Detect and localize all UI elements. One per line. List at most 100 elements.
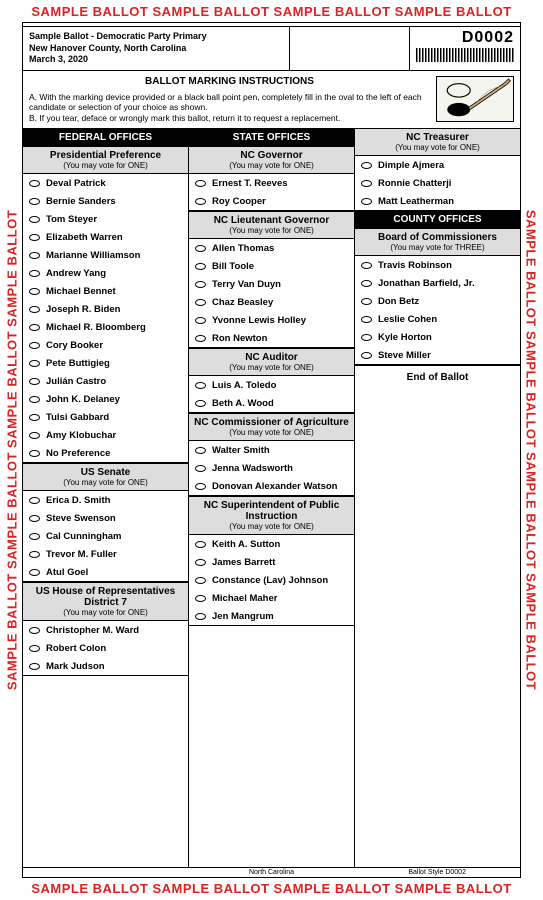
candidate-row[interactable]: Leslie Cohen [355, 310, 520, 328]
vote-oval[interactable] [29, 324, 40, 331]
candidate-row[interactable]: Terry Van Duyn [189, 275, 354, 293]
candidate-row[interactable]: Keith A. Sutton [189, 535, 354, 553]
vote-oval[interactable] [29, 515, 40, 522]
vote-oval[interactable] [195, 263, 206, 270]
vote-oval[interactable] [195, 559, 206, 566]
vote-oval[interactable] [361, 198, 372, 205]
candidate-row[interactable]: Michael Maher [189, 589, 354, 607]
candidate-row[interactable]: Amy Klobuchar [23, 426, 188, 444]
candidate-row[interactable]: Dimple Ajmera [355, 156, 520, 174]
vote-oval[interactable] [361, 352, 372, 359]
candidate-row[interactable]: Pete Buttigieg [23, 354, 188, 372]
candidate-row[interactable]: Bernie Sanders [23, 192, 188, 210]
vote-oval[interactable] [29, 396, 40, 403]
vote-oval[interactable] [195, 483, 206, 490]
vote-oval[interactable] [195, 465, 206, 472]
candidate-row[interactable]: Yvonne Lewis Holley [189, 311, 354, 329]
candidate-row[interactable]: Travis Robinson [355, 256, 520, 274]
candidate-row[interactable]: Cal Cunningham [23, 527, 188, 545]
vote-oval[interactable] [361, 298, 372, 305]
candidate-row[interactable]: Luis A. Toledo [189, 376, 354, 394]
candidate-row[interactable]: John K. Delaney [23, 390, 188, 408]
candidate-row[interactable]: Christopher M. Ward [23, 621, 188, 639]
vote-oval[interactable] [195, 577, 206, 584]
candidate-row[interactable]: Jenna Wadsworth [189, 459, 354, 477]
candidate-row[interactable]: Walter Smith [189, 441, 354, 459]
candidate-row[interactable]: Marianne Williamson [23, 246, 188, 264]
candidate-row[interactable]: Ron Newton [189, 329, 354, 347]
candidate-row[interactable]: Elizabeth Warren [23, 228, 188, 246]
vote-oval[interactable] [195, 400, 206, 407]
vote-oval[interactable] [29, 450, 40, 457]
candidate-row[interactable]: Erica D. Smith [23, 491, 188, 509]
vote-oval[interactable] [29, 342, 40, 349]
candidate-row[interactable]: No Preference [23, 444, 188, 462]
vote-oval[interactable] [29, 216, 40, 223]
candidate-row[interactable]: Constance (Lav) Johnson [189, 571, 354, 589]
vote-oval[interactable] [195, 595, 206, 602]
vote-oval[interactable] [29, 306, 40, 313]
candidate-row[interactable]: Jonathan Barfield, Jr. [355, 274, 520, 292]
vote-oval[interactable] [195, 335, 206, 342]
candidate-row[interactable]: Julián Castro [23, 372, 188, 390]
candidate-row[interactable]: Don Betz [355, 292, 520, 310]
vote-oval[interactable] [29, 627, 40, 634]
candidate-row[interactable]: Joseph R. Biden [23, 300, 188, 318]
candidate-row[interactable]: Andrew Yang [23, 264, 188, 282]
vote-oval[interactable] [29, 252, 40, 259]
vote-oval[interactable] [29, 270, 40, 277]
vote-oval[interactable] [29, 569, 40, 576]
candidate-row[interactable]: Donovan Alexander Watson [189, 477, 354, 495]
vote-oval[interactable] [195, 299, 206, 306]
candidate-row[interactable]: Mark Judson [23, 657, 188, 675]
candidate-row[interactable]: Kyle Horton [355, 328, 520, 346]
vote-oval[interactable] [29, 180, 40, 187]
vote-oval[interactable] [29, 414, 40, 421]
candidate-row[interactable]: Bill Toole [189, 257, 354, 275]
candidate-row[interactable]: Beth A. Wood [189, 394, 354, 412]
vote-oval[interactable] [361, 280, 372, 287]
vote-oval[interactable] [195, 180, 206, 187]
vote-oval[interactable] [195, 198, 206, 205]
vote-oval[interactable] [361, 262, 372, 269]
candidate-row[interactable]: Roy Cooper [189, 192, 354, 210]
vote-oval[interactable] [195, 541, 206, 548]
candidate-row[interactable]: Jen Mangrum [189, 607, 354, 625]
vote-oval[interactable] [361, 162, 372, 169]
vote-oval[interactable] [29, 288, 40, 295]
candidate-row[interactable]: Trevor M. Fuller [23, 545, 188, 563]
vote-oval[interactable] [29, 533, 40, 540]
candidate-row[interactable]: James Barrett [189, 553, 354, 571]
candidate-row[interactable]: Michael Bennet [23, 282, 188, 300]
vote-oval[interactable] [29, 663, 40, 670]
candidate-row[interactable]: Chaz Beasley [189, 293, 354, 311]
vote-oval[interactable] [361, 316, 372, 323]
vote-oval[interactable] [195, 281, 206, 288]
candidate-row[interactable]: Robert Colon [23, 639, 188, 657]
candidate-row[interactable]: Steve Swenson [23, 509, 188, 527]
vote-oval[interactable] [29, 645, 40, 652]
candidate-row[interactable]: Michael R. Bloomberg [23, 318, 188, 336]
vote-oval[interactable] [29, 360, 40, 367]
vote-oval[interactable] [29, 234, 40, 241]
candidate-row[interactable]: Tulsi Gabbard [23, 408, 188, 426]
vote-oval[interactable] [195, 317, 206, 324]
candidate-row[interactable]: Atul Goel [23, 563, 188, 581]
vote-oval[interactable] [195, 245, 206, 252]
candidate-row[interactable]: Ernest T. Reeves [189, 174, 354, 192]
vote-oval[interactable] [29, 378, 40, 385]
vote-oval[interactable] [361, 180, 372, 187]
vote-oval[interactable] [29, 551, 40, 558]
candidate-row[interactable]: Steve Miller [355, 346, 520, 364]
candidate-row[interactable]: Allen Thomas [189, 239, 354, 257]
candidate-row[interactable]: Cory Booker [23, 336, 188, 354]
vote-oval[interactable] [195, 447, 206, 454]
vote-oval[interactable] [29, 432, 40, 439]
candidate-row[interactable]: Matt Leatherman [355, 192, 520, 210]
candidate-row[interactable]: Deval Patrick [23, 174, 188, 192]
vote-oval[interactable] [195, 382, 206, 389]
candidate-row[interactable]: Tom Steyer [23, 210, 188, 228]
vote-oval[interactable] [29, 497, 40, 504]
vote-oval[interactable] [361, 334, 372, 341]
candidate-row[interactable]: Ronnie Chatterji [355, 174, 520, 192]
